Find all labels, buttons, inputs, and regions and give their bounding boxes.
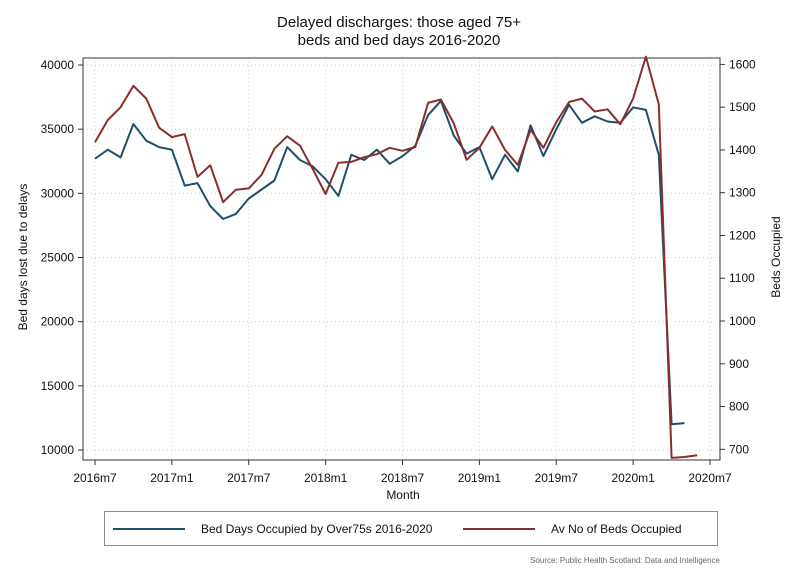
legend-swatch-bed-days	[113, 527, 185, 530]
y-right-tick-label: 1300	[729, 186, 756, 200]
x-tick-label: 2018m1	[304, 471, 348, 485]
y-right-tick-label: 800	[729, 400, 749, 414]
source-note: Source: Public Health Scotland: Data and…	[530, 556, 720, 565]
chart-title: Delayed discharges: those aged 75+	[277, 14, 521, 31]
y-left-tick-label: 25000	[41, 251, 75, 265]
y-right-tick-label: 1200	[729, 228, 756, 242]
y-left-tick-label: 10000	[41, 443, 75, 457]
x-tick-label: 2018m7	[381, 471, 425, 485]
series-line-bed-days	[94, 99, 685, 426]
legend-item-beds-occupied: Av No of Beds Occupied	[463, 512, 682, 545]
y-axis-right-label: Beds Occupied	[769, 216, 783, 297]
y-right-tick-label: 1600	[729, 57, 756, 71]
x-tick-label: 2017m1	[150, 471, 194, 485]
x-axis-label: Month	[386, 488, 419, 502]
y-axis-left-label: Bed days lost due to delays	[16, 184, 30, 331]
legend-label-bed-days: Bed Days Occupied by Over75s 2016-2020	[201, 521, 433, 536]
y-right-tick-label: 1100	[729, 271, 755, 285]
y-right-tick-label: 700	[729, 442, 749, 456]
legend-item-bed-days: Bed Days Occupied by Over75s 2016-2020	[113, 512, 432, 545]
x-tick-label: 2016m7	[73, 471, 117, 485]
legend-swatch-beds-occupied	[463, 527, 535, 530]
chart-subtitle: beds and bed days 2016-2020	[297, 32, 501, 49]
legend-label-beds-occupied: Av No of Beds Occupied	[551, 521, 682, 536]
x-tick-label: 2020m7	[688, 471, 732, 485]
x-tick-label: 2020m1	[611, 471, 655, 485]
y-right-tick-label: 1500	[729, 100, 756, 114]
plot-frame	[82, 57, 721, 461]
grid-lines	[83, 58, 720, 460]
y-left-tick-label: 20000	[41, 315, 75, 329]
y-left-tick-label: 15000	[41, 379, 75, 393]
y-left-tick-label: 35000	[41, 122, 75, 136]
axes: 10000 15000 20000 25000 30000 35000 40000 700 80…	[41, 57, 756, 485]
y-right-tick-label: 1400	[729, 143, 756, 157]
x-tick-label: 2019m1	[458, 471, 502, 485]
x-tick-label: 2019m7	[535, 471, 579, 485]
y-left-tick-label: 40000	[41, 58, 75, 72]
y-left-tick-label: 30000	[41, 186, 75, 200]
series-line-beds-occupied	[94, 55, 698, 459]
legend: Bed Days Occupied by Over75s 2016-2020 A…	[104, 511, 718, 546]
x-tick-label: 2017m7	[227, 471, 271, 485]
y-right-tick-label: 900	[729, 357, 749, 371]
series-lines	[94, 55, 698, 459]
y-right-tick-label: 1000	[729, 314, 756, 328]
